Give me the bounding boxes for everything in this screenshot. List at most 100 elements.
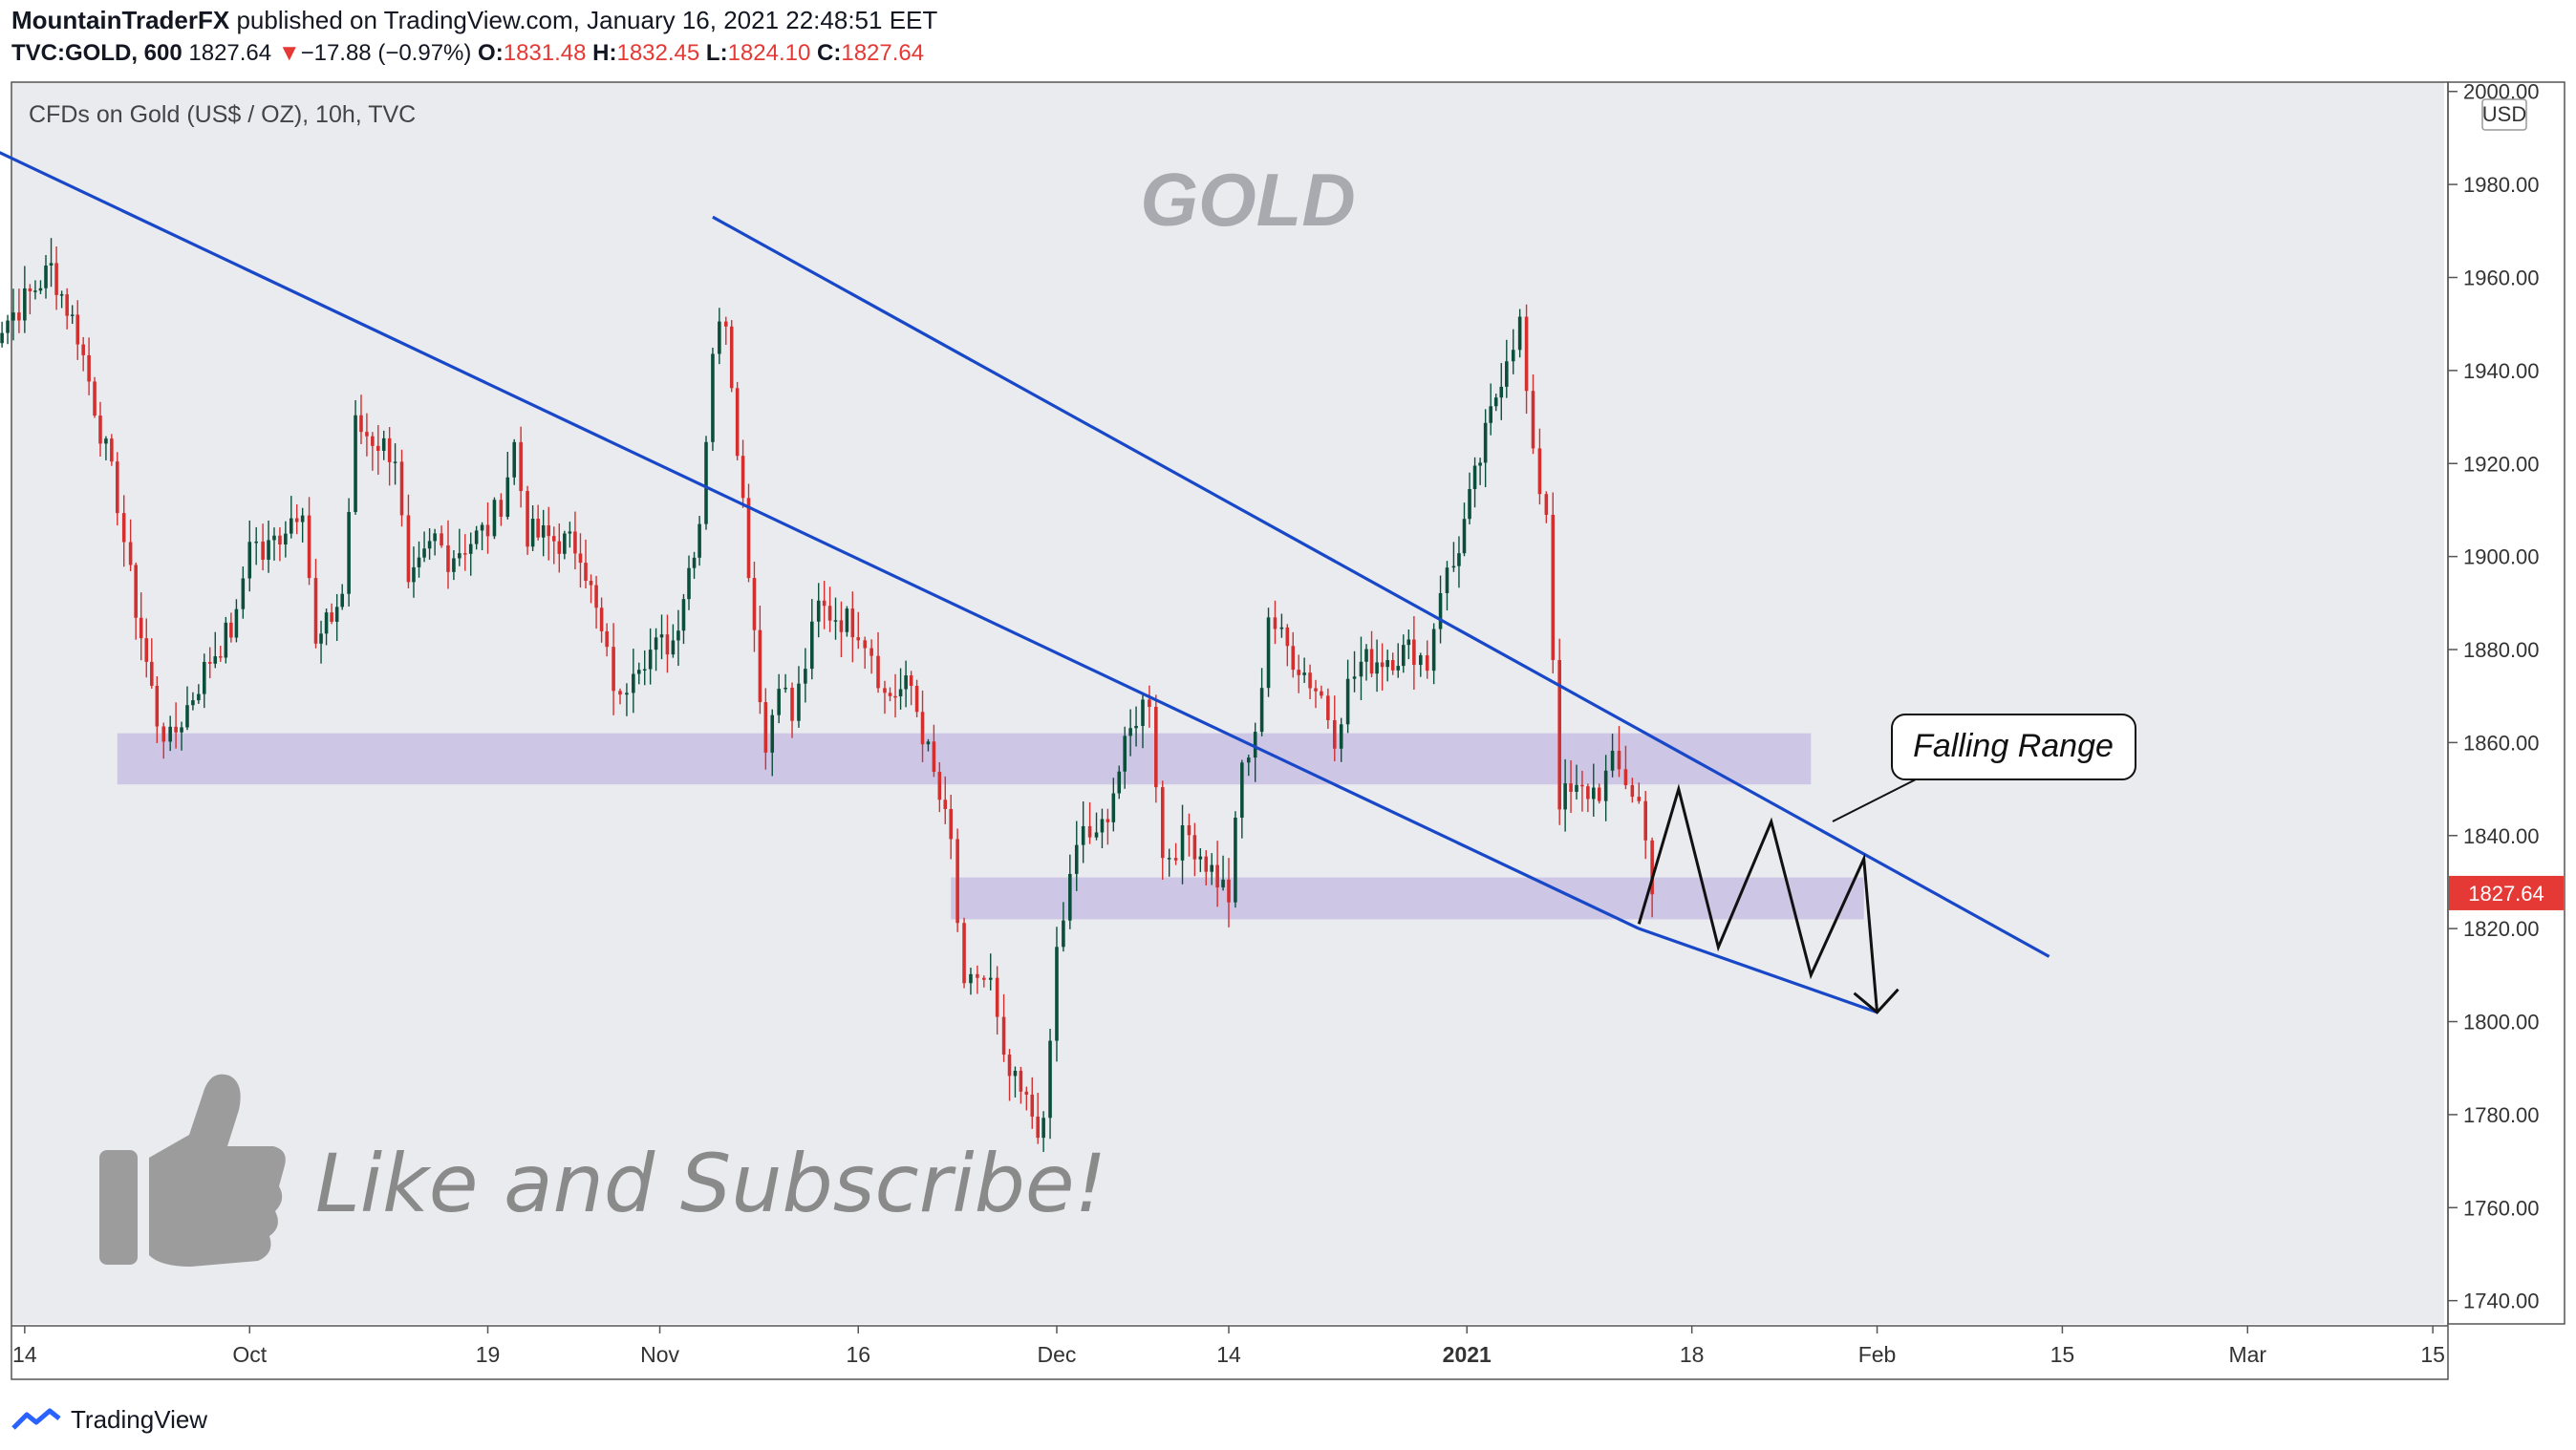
candle [898, 689, 903, 696]
candle [300, 515, 305, 522]
candle [1472, 465, 1477, 489]
candle [1493, 397, 1498, 407]
y-tick-label: 1800.00 [2463, 1011, 2540, 1034]
candle [746, 498, 751, 579]
candle [856, 637, 861, 641]
candle [547, 524, 551, 537]
candle [926, 741, 931, 745]
currency-box [2481, 98, 2527, 131]
candle [334, 607, 339, 622]
candle [589, 581, 593, 586]
candle [458, 553, 462, 559]
trendlines-group [0, 151, 2050, 1014]
candle [1100, 819, 1105, 833]
candle [1505, 361, 1509, 387]
candle [294, 518, 299, 522]
candle [681, 599, 686, 631]
candle [65, 294, 69, 316]
candle [1462, 519, 1467, 554]
candle [229, 622, 233, 638]
candle [1603, 770, 1608, 801]
axis-background[interactable] [2447, 81, 2565, 1325]
candle [340, 593, 344, 608]
candle [976, 973, 979, 978]
candle [1013, 1070, 1018, 1077]
candle [1210, 864, 1213, 872]
candle [1575, 784, 1578, 792]
candle [93, 381, 97, 416]
candle [612, 647, 615, 692]
candle [1438, 592, 1443, 629]
y-tick-label: 1840.00 [2463, 824, 2540, 848]
candle [155, 685, 160, 727]
candle [584, 563, 588, 582]
candle [729, 326, 734, 389]
footer-brand[interactable]: TradingView [71, 1404, 208, 1434]
candle [833, 620, 838, 622]
candle [115, 461, 119, 514]
candle [1412, 639, 1416, 666]
candle [381, 437, 386, 451]
candle [75, 314, 80, 345]
callout-box: Falling Range [1832, 714, 2136, 822]
candle [718, 321, 721, 354]
candle [784, 687, 787, 690]
candle [399, 461, 404, 516]
candle [49, 263, 54, 266]
candle [1048, 1040, 1052, 1119]
candle [446, 545, 450, 572]
candle [452, 558, 456, 572]
candle [1074, 844, 1079, 874]
candle [955, 839, 959, 924]
publish-info: MountainTraderFX published on TradingVie… [11, 6, 937, 35]
candle [1068, 873, 1072, 921]
candle [261, 541, 265, 560]
candle [1345, 678, 1350, 725]
candle [563, 533, 567, 554]
candle [54, 263, 58, 295]
candle [1279, 627, 1284, 629]
author-name[interactable]: MountainTraderFX [11, 6, 230, 34]
candle [1285, 627, 1290, 647]
candle [1468, 488, 1471, 520]
candle [625, 693, 629, 695]
candle [752, 578, 757, 630]
candle [387, 437, 392, 462]
candle [1087, 825, 1092, 838]
candle [1273, 617, 1277, 629]
x-tick-label: 16 [846, 1342, 870, 1367]
candle [632, 673, 635, 693]
candle [213, 656, 218, 664]
x-tick-label: 2021 [1443, 1342, 1492, 1367]
y-tick-label: 1900.00 [2463, 545, 2540, 569]
candle [654, 637, 658, 650]
candle [723, 321, 728, 327]
candle [168, 726, 172, 742]
plot-background [11, 82, 2444, 1324]
candle [365, 432, 369, 437]
candle [1117, 771, 1122, 794]
gold-label: GOLD [1140, 158, 1355, 242]
candle [1240, 762, 1244, 819]
candle [234, 608, 239, 638]
candles-group [0, 238, 1654, 1152]
candle [1531, 391, 1535, 449]
candle [1610, 750, 1615, 771]
candle [1630, 785, 1635, 798]
candle [1215, 864, 1219, 888]
price-change: −17.88 (−0.97%) [300, 40, 472, 66]
candle [920, 712, 925, 745]
support-zone-2 [951, 877, 1864, 920]
price-tag-label: 1827.64 [2468, 882, 2544, 906]
candle [284, 533, 288, 544]
candle [536, 519, 540, 538]
candle [1148, 699, 1151, 707]
candle [1221, 879, 1225, 888]
candle [1308, 672, 1312, 689]
candle [23, 288, 27, 321]
candle [272, 535, 276, 541]
y-tick-label: 2000.00 [2463, 80, 2540, 104]
candle [1160, 787, 1165, 859]
x-tick-label: Mar [2228, 1342, 2266, 1367]
